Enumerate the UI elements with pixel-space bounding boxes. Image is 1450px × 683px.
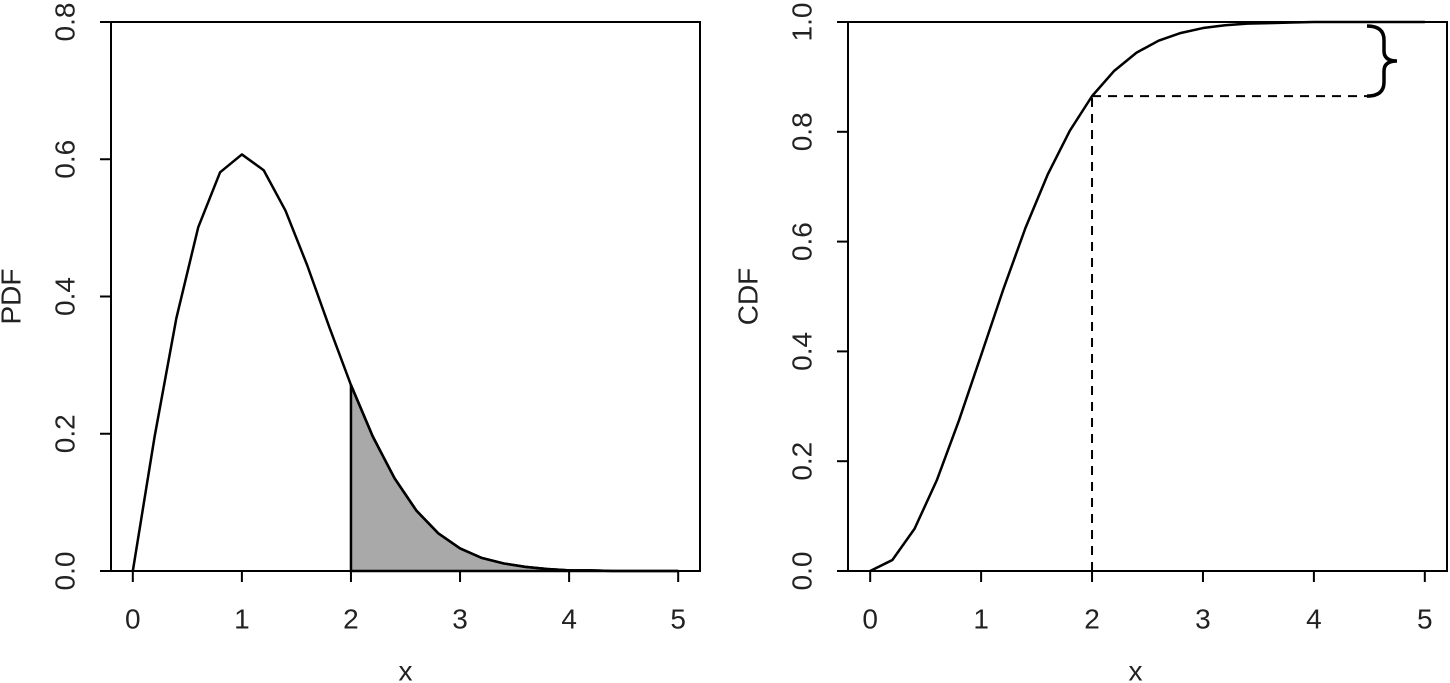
y-tick-label: 0.4	[786, 332, 817, 371]
y-tick-label: 0.0	[786, 552, 817, 591]
x-tick-label: 3	[452, 603, 468, 634]
x-tick-label: 1	[973, 603, 989, 634]
y-tick-label: 0.2	[786, 442, 817, 481]
x-tick-label: 5	[1417, 603, 1433, 634]
x-tick-label: 2	[1084, 603, 1100, 634]
x-axis-label: x	[399, 655, 413, 683]
y-tick-label: 0.8	[786, 112, 817, 151]
y-axis-label: CDF	[732, 268, 763, 326]
y-tick-label: 0.2	[49, 414, 80, 453]
y-tick-label: 0.8	[49, 3, 80, 42]
x-tick-label: 3	[1195, 603, 1211, 634]
y-tick-label: 1.0	[786, 3, 817, 42]
y-axis-label: PDF	[0, 269, 26, 325]
x-tick-label: 2	[343, 603, 359, 634]
x-tick-label: 0	[125, 603, 141, 634]
curve	[869, 20, 1425, 573]
y-tick-label: 0.0	[49, 552, 80, 591]
x-axis-label: x	[1129, 655, 1143, 683]
x-tick-label: 0	[862, 603, 878, 634]
plot-frame	[110, 21, 701, 572]
x-tick-label: 5	[670, 603, 686, 634]
x-tick-label: 1	[234, 603, 250, 634]
x-tick-label: 4	[561, 603, 577, 634]
y-tick-label: 0.6	[786, 222, 817, 261]
plot-frame	[847, 21, 1448, 572]
curve	[131, 153, 679, 573]
x-tick-label: 4	[1306, 603, 1322, 634]
brace	[1366, 24, 1398, 98]
y-tick-label: 0.4	[49, 277, 80, 316]
shaded-area	[349, 384, 679, 573]
y-tick-label: 0.6	[49, 140, 80, 179]
